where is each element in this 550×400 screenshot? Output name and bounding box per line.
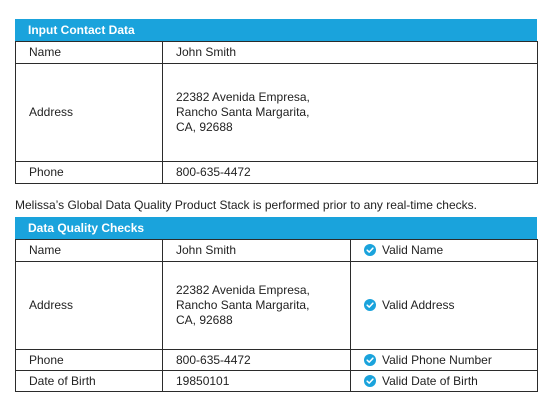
row-value: 19850101 — [162, 370, 351, 392]
table-row: Address 22382 Avenida Empresa, Rancho Sa… — [15, 63, 538, 162]
row-status: Valid Phone Number — [350, 349, 538, 371]
input-contact-title: Input Contact Data — [28, 23, 135, 37]
table-row: Phone 800-635-4472 — [15, 161, 538, 184]
caption-text: Melissa’s Global Data Quality Product St… — [15, 198, 477, 212]
table-row: Address 22382 Avenida Empresa, Rancho Sa… — [15, 261, 538, 350]
data-quality-header: Data Quality Checks — [15, 217, 537, 239]
status-text: Valid Name — [382, 243, 444, 257]
address-line: 22382 Avenida Empresa, — [176, 283, 310, 297]
data-quality-table: Name John Smith Valid Name Address 22382… — [15, 239, 538, 392]
check-circle-icon — [364, 299, 376, 311]
row-label: Address — [15, 261, 163, 350]
table-row: Name John Smith Valid Name — [15, 239, 538, 262]
row-value: John Smith — [162, 41, 538, 64]
address-line: Rancho Santa Margarita, — [176, 298, 310, 312]
address-value: 22382 Avenida Empresa, Rancho Santa Marg… — [162, 261, 351, 350]
table-row: Name John Smith — [15, 41, 538, 64]
row-label: Phone — [15, 349, 163, 371]
row-status: Valid Address — [350, 261, 538, 350]
data-quality-title: Data Quality Checks — [28, 221, 145, 235]
table-row: Phone 800-635-4472 Valid Phone Number — [15, 349, 538, 371]
address-line: 22382 Avenida Empresa, — [176, 90, 310, 104]
row-status: Valid Date of Birth — [350, 370, 538, 392]
address-line: CA, 92688 — [176, 313, 233, 327]
check-circle-icon — [364, 353, 376, 366]
status-text: Valid Date of Birth — [382, 373, 478, 388]
row-label: Phone — [15, 161, 163, 184]
table-row: Date of Birth 19850101 Valid Date of Bir… — [15, 370, 538, 392]
address-line: Rancho Santa Margarita, — [176, 105, 310, 119]
row-label: Name — [15, 239, 163, 262]
row-value: 800-635-4472 — [162, 349, 351, 371]
address-value: 22382 Avenida Empresa, Rancho Santa Marg… — [162, 63, 538, 162]
row-value: 800-635-4472 — [162, 161, 538, 184]
row-status: Valid Name — [350, 239, 538, 262]
status-text: Valid Phone Number — [382, 352, 492, 367]
row-label: Address — [15, 63, 163, 162]
row-value: John Smith — [162, 239, 351, 262]
address-line: CA, 92688 — [176, 120, 233, 134]
input-contact-header: Input Contact Data — [15, 19, 537, 41]
row-label: Name — [15, 41, 163, 64]
row-label: Date of Birth — [15, 370, 163, 392]
input-contact-table: Name John Smith Address 22382 Avenida Em… — [15, 41, 538, 184]
status-text: Valid Address — [382, 298, 455, 312]
check-circle-icon — [364, 244, 376, 256]
check-circle-icon — [364, 374, 376, 387]
